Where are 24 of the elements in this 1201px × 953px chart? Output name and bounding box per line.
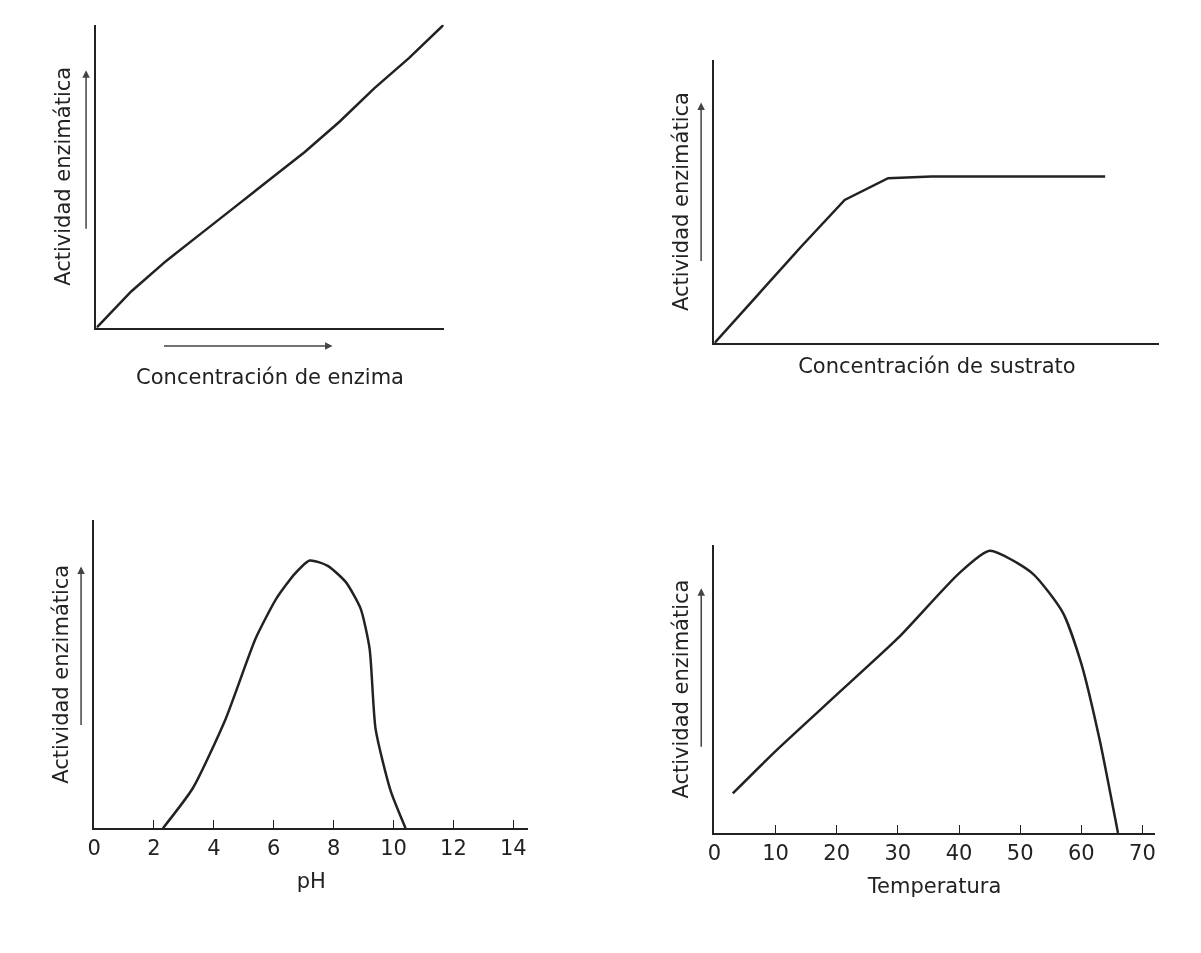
x-tick-label: 70 [1129,841,1156,866]
x-axis-title: pH [296,869,326,894]
x-axis-title: Concentración de enzima [136,364,404,389]
x-tick-label: 14 [500,836,527,861]
x-tick-label: 8 [326,836,341,861]
x-tick-label: 20 [823,841,851,866]
x-tick-label: 4 [207,836,221,861]
y-axis-title: Actividad enzimática [51,66,76,286]
x-tick-label: 12 [440,836,467,861]
y-axis-title: Actividad enzimática [669,92,694,312]
x-tick-label: 40 [945,841,973,866]
y-axis-title: Actividad enzimática [48,564,73,784]
x-tick-label: 0 [707,841,722,866]
x-tick-label: 2 [147,836,161,861]
x-tick-label: 60 [1067,841,1095,866]
x-tick-label: 50 [1006,841,1034,866]
x-tick-label: 30 [884,841,912,866]
y-axis-title: Actividad enzimática [669,579,694,799]
x-tick-label: 0 [87,836,101,861]
x-tick-label: 10 [380,836,407,861]
x-axis-title: Concentración de sustrato [798,353,1076,378]
x-tick-label: 10 [762,841,789,866]
x-axis-title: Temperatura [866,873,1002,898]
x-tick-label: 6 [267,836,281,861]
